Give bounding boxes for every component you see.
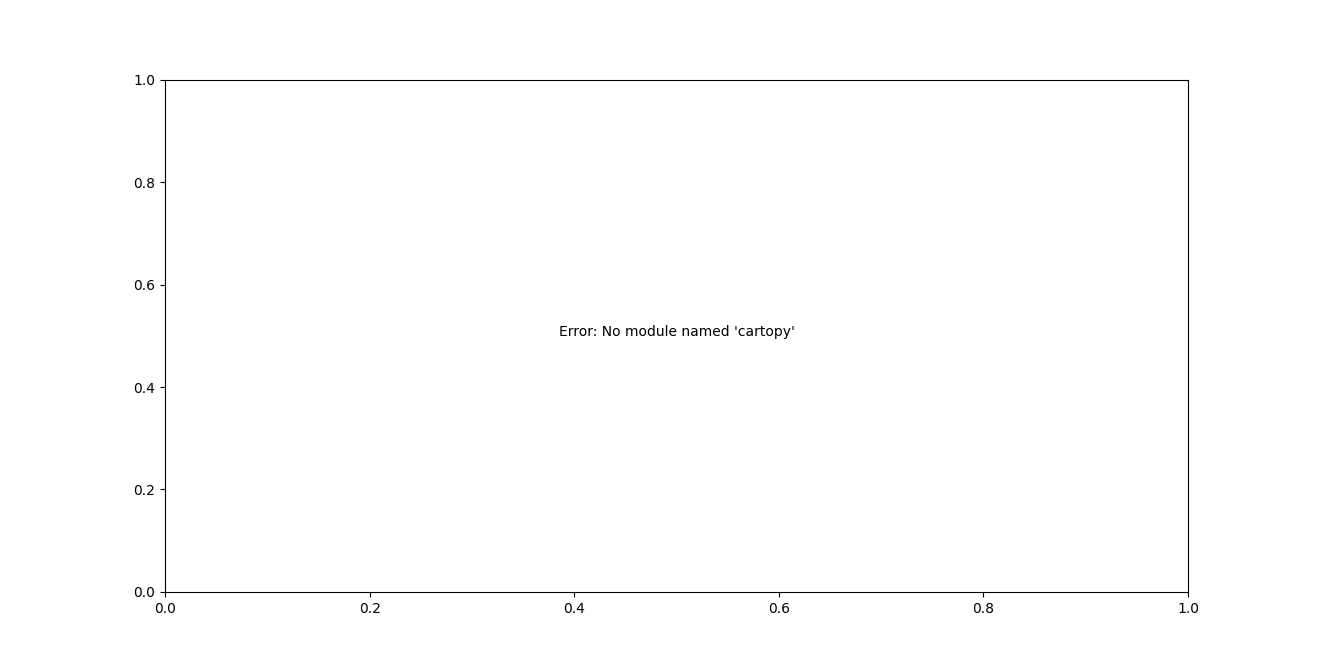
- Text: Error: No module named 'cartopy': Error: No module named 'cartopy': [558, 325, 795, 339]
